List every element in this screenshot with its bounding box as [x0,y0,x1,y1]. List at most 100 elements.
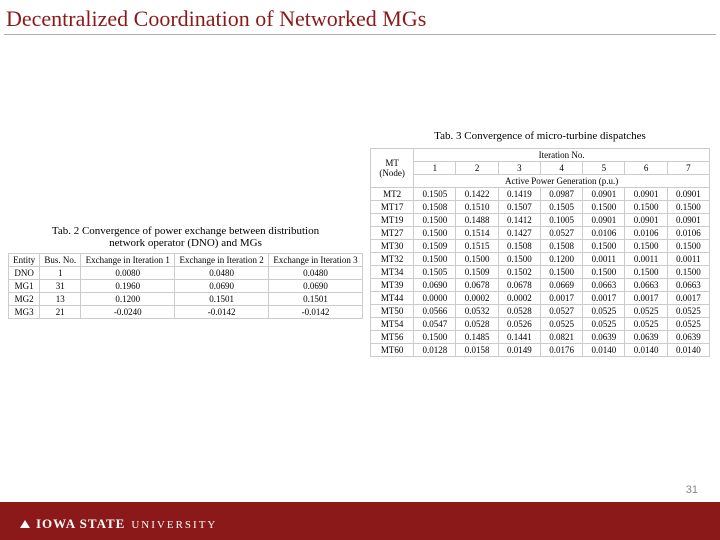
table-row: MG1310.19600.06900.0690 [9,280,363,293]
table-row: MT170.15080.15100.15070.15050.15000.1500… [371,201,710,214]
table3-cell: 0.1500 [667,240,709,253]
table3-caption: Tab. 3 Convergence of micro-turbine disp… [370,130,710,142]
table3-cell: 0.0901 [625,188,667,201]
table3-cell: 0.1500 [583,201,625,214]
table3-cell: 0.0901 [667,214,709,227]
table2-cell: -0.0142 [175,306,269,319]
table3-cell: 0.0663 [625,279,667,292]
table3-cell: 0.1508 [540,240,582,253]
page-number: 31 [686,484,698,496]
table2-caption: Tab. 2 Convergence of power exchange bet… [8,225,363,249]
table3: MT (Node)Iteration No.1234567Active Powe… [370,148,710,357]
table3-cell: 0.0690 [414,279,456,292]
table3-cell: 0.1500 [414,253,456,266]
brand-line2: UNIVERSITY [131,519,217,531]
table3-cell: 0.1508 [414,201,456,214]
table3-cell: 0.1422 [456,188,498,201]
table3-cell: 0.1500 [667,201,709,214]
table2-col-header: Exchange in Iteration 1 [81,254,175,267]
table3-cell: 0.0525 [583,305,625,318]
table3-row-label: MT56 [371,331,414,344]
table3-cell: 0.0663 [583,279,625,292]
table3-cell: 0.0527 [540,305,582,318]
table3-cell: 0.0901 [667,188,709,201]
table2-col-header: Exchange in Iteration 3 [269,254,363,267]
table3-row-label: MT54 [371,318,414,331]
table2-cell: 0.0690 [269,280,363,293]
table-row: MT500.05660.05320.05280.05270.05250.0525… [371,305,710,318]
table3-cell: 0.0000 [414,292,456,305]
table3-cell: 0.0525 [583,318,625,331]
table-row: MT560.15000.14850.14410.08210.06390.0639… [371,331,710,344]
table3-cell: 0.1509 [456,266,498,279]
table3-cell: 0.1500 [414,331,456,344]
table3-cell: 0.0525 [667,305,709,318]
table3-cell: 0.1508 [498,240,540,253]
table3-cell: 0.1412 [498,214,540,227]
table2-cell: 1 [40,267,81,280]
table3-row-label: MT34 [371,266,414,279]
table-row: MG321-0.0240-0.0142-0.0142 [9,306,363,319]
table3-row-label: MT2 [371,188,414,201]
table3-cell: 0.0821 [540,331,582,344]
table3-cell: 0.1500 [667,266,709,279]
table3-cell: 0.1500 [625,266,667,279]
table2: EntityBus. No.Exchange in Iteration 1Exc… [8,253,363,319]
table3-iter-col: 6 [625,162,667,175]
table3-cell: 0.0525 [625,318,667,331]
table3-cell: 0.0901 [583,214,625,227]
table3-cell: 0.1427 [498,227,540,240]
table3-cell: 0.0528 [498,305,540,318]
table2-cell: 0.1200 [81,293,175,306]
table3-cell: 0.1005 [540,214,582,227]
table3-cell: 0.0106 [625,227,667,240]
table3-cell: 0.0011 [667,253,709,266]
table3-top-header: Iteration No. [414,149,710,162]
table2-cell: -0.0142 [269,306,363,319]
table3-cell: 0.1419 [498,188,540,201]
table3-cell: 0.0528 [456,318,498,331]
table3-cell: 0.1510 [456,201,498,214]
table2-cell: 0.0690 [175,280,269,293]
table3-cell: 0.1441 [498,331,540,344]
table3-row-label: MT39 [371,279,414,292]
table2-cell: 0.1960 [81,280,175,293]
table3-cell: 0.1505 [414,266,456,279]
table3-cell: 0.0106 [667,227,709,240]
table3-cell: 0.0017 [540,292,582,305]
table3-iter-col: 1 [414,162,456,175]
table2-cell: MG1 [9,280,40,293]
table-row: MT340.15050.15090.15020.15000.15000.1500… [371,266,710,279]
table3-cell: 0.0176 [540,344,582,357]
table2-block: Tab. 2 Convergence of power exchange bet… [8,225,363,319]
table3-cell: 0.1509 [414,240,456,253]
table3-iter-col: 2 [456,162,498,175]
table3-cell: 0.0017 [667,292,709,305]
table3-cell: 0.0525 [625,305,667,318]
table3-cell: 0.0532 [456,305,498,318]
table2-col-header: Bus. No. [40,254,81,267]
table3-cell: 0.1500 [583,240,625,253]
table3-row-label: MT60 [371,344,414,357]
table3-cell: 0.0566 [414,305,456,318]
table3-cell: 0.0547 [414,318,456,331]
table3-cell: 0.1500 [498,253,540,266]
table3-cell: 0.0158 [456,344,498,357]
table3-cell: 0.0017 [625,292,667,305]
university-wordmark: IOWA STATE UNIVERSITY [20,516,217,532]
table3-cell: 0.0525 [540,318,582,331]
table-row: DNO10.00800.04800.0480 [9,267,363,280]
table2-cell: 0.0480 [269,267,363,280]
table3-iter-col: 3 [498,162,540,175]
table2-cell: -0.0240 [81,306,175,319]
table3-cell: 0.1514 [456,227,498,240]
table2-cell: MG2 [9,293,40,306]
table3-cell: 0.0678 [456,279,498,292]
table3-cell: 0.0149 [498,344,540,357]
table-row: MT600.01280.01580.01490.01760.01400.0140… [371,344,710,357]
table3-iter-col: 5 [583,162,625,175]
table3-row-label: MT17 [371,201,414,214]
table3-cell: 0.0639 [625,331,667,344]
table3-row-label: MT32 [371,253,414,266]
table3-cell: 0.0011 [625,253,667,266]
